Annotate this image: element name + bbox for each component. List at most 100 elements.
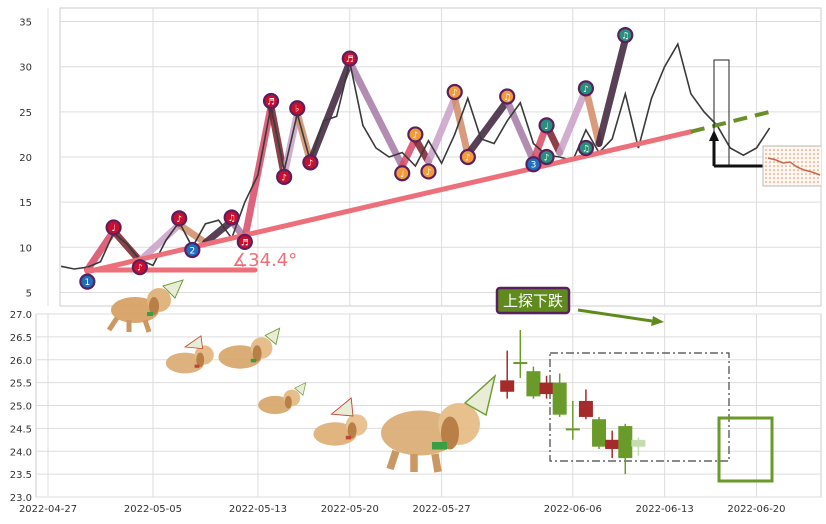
puppy-sticker-6	[381, 373, 497, 473]
forecast-arrow-head	[709, 130, 719, 141]
date-x-tick-label: 2022-05-13	[229, 504, 287, 515]
badge-circle	[499, 88, 516, 105]
pattern-badge: ♪	[131, 259, 148, 276]
pattern-badges: 1 ♩ ♪ ♪ 2 ♫ ♬ ♬ ♪ ♭ ♪ ♬ ♩ ♪ ♪ ♪ ♪ ♫ 3 ♩ ♪ ♪ ♫ ♫	[79, 26, 634, 290]
pattern-badge: ♩	[538, 117, 555, 134]
date-x-tick-label: 2022-06-20	[727, 504, 785, 515]
annotation-arrow-head	[651, 316, 664, 326]
zigzag-segment	[503, 97, 537, 165]
pattern-badge: ♪	[459, 148, 476, 166]
badge-circle	[105, 219, 122, 236]
badge-circle	[538, 148, 555, 166]
candle	[578, 389, 593, 420]
zigzag-segment	[556, 85, 590, 156]
zigzag-segment	[464, 97, 511, 158]
candlestick-panel: 23.0 23.5 24.0 24.5 25.0 25.5 26.0 26.5 27.0 202…	[10, 286, 822, 515]
candle-body	[565, 428, 580, 431]
candle	[552, 373, 567, 417]
badge-circle	[276, 168, 293, 185]
zigzag-segment	[346, 58, 406, 170]
candle	[565, 400, 580, 440]
pattern-badge: ♭	[289, 100, 306, 117]
price-y-tick-label: 15	[19, 198, 32, 209]
date-x-tick-label: 2022-06-13	[636, 504, 694, 515]
badge-glyph: ♬	[241, 238, 249, 248]
pattern-badge: 1	[79, 273, 96, 290]
mini-thumbnail	[762, 145, 821, 187]
price-y-tick-label: 35	[19, 18, 32, 29]
candlestick-y-tick-label: 26.5	[10, 333, 32, 344]
price-y-ticks: 5 10 15 20 25 30 35	[19, 18, 32, 300]
badge-circle	[617, 26, 634, 44]
pattern-badge: ♫	[499, 88, 516, 105]
candle-body	[605, 439, 620, 449]
pattern-badge: ♪	[276, 168, 293, 185]
pattern-badge: ♩	[105, 219, 122, 236]
badge-circle	[525, 156, 542, 173]
badge-glyph: ♪	[308, 159, 314, 169]
pattern-badge: ♪	[171, 210, 188, 227]
candle	[539, 375, 554, 399]
candlestick-y-tick-label: 25.0	[10, 402, 32, 413]
badge-circle	[79, 273, 96, 290]
pattern-badge: ♪	[420, 163, 437, 180]
mini-thumbnail-trace	[767, 157, 821, 176]
candlestick-y-tick-label: 25.5	[10, 379, 32, 390]
pattern-badge: ♬	[341, 50, 358, 67]
badge-circle	[394, 165, 411, 182]
price-y-tick-label: 30	[19, 63, 32, 74]
puppy-sticker-5	[313, 397, 368, 446]
badge-glyph: ♪	[465, 154, 471, 164]
zigzag-segment	[398, 135, 419, 170]
badge-circle	[223, 209, 240, 226]
zigzag-segment	[595, 36, 629, 147]
candle	[513, 330, 528, 379]
date-x-tick-label: 2022-05-05	[124, 504, 182, 515]
pattern-badge: ♪	[446, 83, 463, 101]
candle-body	[618, 426, 633, 459]
badge-glyph: ♩	[111, 224, 115, 234]
badge-circle	[171, 210, 188, 227]
candlestick-y-tick-label: 23.5	[10, 470, 32, 481]
badge-glyph: 2	[189, 247, 195, 257]
badge-circle	[577, 139, 595, 157]
zigzag-segment	[451, 94, 472, 158]
puppy-sticker-4	[258, 381, 307, 415]
badge-glyph: ♫	[503, 93, 511, 103]
badge-glyph: ♪	[544, 154, 550, 164]
candlestick-y-tick-label: 23.0	[10, 493, 32, 504]
projection-dashed-line	[690, 109, 771, 134]
badge-glyph: ♭	[295, 105, 299, 115]
candle	[631, 437, 646, 456]
puppy-stickers	[106, 279, 497, 473]
badge-glyph: ♪	[452, 88, 458, 98]
pattern-badge: ♪	[407, 126, 424, 143]
zigzag-segment	[175, 221, 209, 247]
badge-circle	[262, 92, 280, 110]
candlestick-y-tick-label: 27.0	[10, 310, 32, 321]
zigzag-segment	[424, 94, 459, 166]
date-x-tick-label: 2022-04-27	[19, 504, 77, 515]
price-panel: 5 10 15 20 25 30 35 1 ♩ ♪ ♪ 2 ♫ ♬ ♬ ♪ ♭ ♪ ♬ ♩ ♪ ♪ ♪ ♪ ♫ 3 ♩ ♪ ♪ ♫ ♫ ∡…	[19, 7, 822, 307]
pattern-badge: ♬	[262, 92, 280, 110]
badge-circle	[341, 50, 358, 67]
pattern-badge: ♫	[617, 26, 634, 44]
annotation-arrow-shaft	[577, 308, 653, 323]
puppy-sticker-1	[106, 279, 184, 333]
badge-glyph: ♪	[426, 168, 432, 178]
pattern-badge: ♫	[223, 209, 240, 226]
zigzag-segment	[83, 227, 118, 274]
badge-circle	[302, 154, 319, 171]
badge-glyph: ♪	[281, 173, 287, 183]
candlestick-y-tick-label: 24.5	[10, 424, 32, 435]
date-x-tick-label: 2022-05-20	[321, 504, 379, 515]
badge-glyph: ♫	[621, 32, 629, 42]
badge-glyph: ♪	[137, 264, 143, 274]
candle-body	[526, 371, 541, 397]
badge-glyph: ♪	[176, 215, 182, 225]
candle	[526, 366, 541, 399]
candle	[605, 430, 620, 459]
badge-glyph: ♫	[582, 144, 590, 154]
badge-circle	[407, 126, 424, 143]
